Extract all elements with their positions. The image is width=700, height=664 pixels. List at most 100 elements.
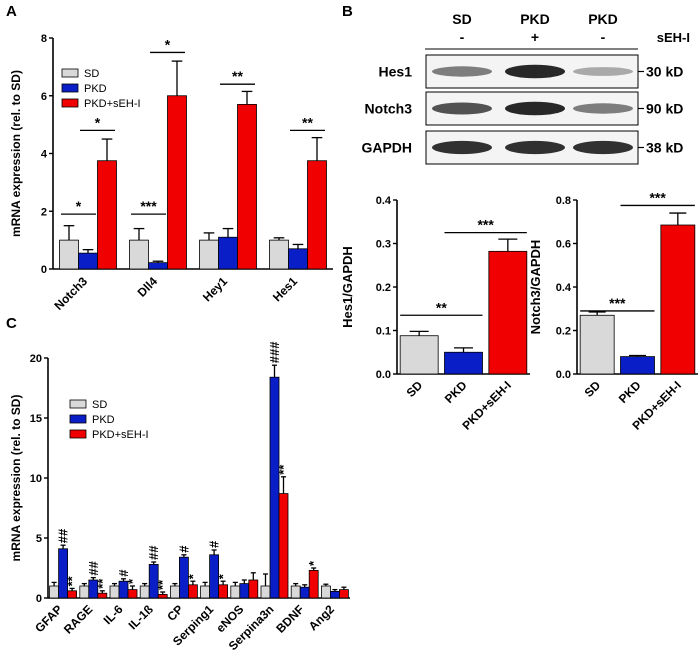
panel-b-notch3-y-tick-label: 0.8 [556, 195, 571, 207]
panel-a-bar-hey1-pkd-seh-i [237, 104, 257, 270]
panel-b-notch3-y-axis-title: Notch3/GAPDH [528, 240, 543, 335]
panel-c-legend-swatch-pkd-seh-i [69, 429, 87, 439]
panel-a-bar-hey1-sd [199, 239, 219, 270]
panel-b-notch3-significance-label: *** [649, 189, 666, 205]
blot-band-notch3-lane3 [573, 103, 633, 114]
panel-b-notch3-x-tick-label-pkd: PKD [616, 378, 644, 406]
panel-c-y-tick-label: 20 [30, 353, 42, 365]
blot-treatment-label: sEH-I [657, 30, 690, 45]
panel-b-hes1-x-tick-label-pkd: PKD [442, 378, 470, 406]
blot-treatment-sign-2: - [601, 29, 606, 45]
panel-c-annotation-rage-pkd-seh-i: ** [95, 578, 110, 589]
blot-group-label-pkd-1: PKD [520, 11, 550, 27]
panel-a-x-tick-label-notch3: Notch3 [51, 274, 90, 313]
panel-label-a: A [6, 3, 17, 20]
panel-c-annotation-serping1-pkd-seh-i: * [216, 573, 231, 579]
panel-b-notch3-y-tick-label: 0.6 [556, 239, 571, 251]
panel-a-bar-notch3-pkd [78, 252, 98, 270]
panel-c-bar-ang2-pkd-seh-i [338, 589, 349, 599]
panel-a-x-tick-label-hes1: Hes1 [270, 274, 300, 304]
panel-a-bar-hes1-sd [269, 239, 289, 270]
panel-c-annotation-serping1-pkd: # [207, 540, 222, 548]
blot-size-label-gapdh: 38 kD [646, 140, 683, 156]
panel-c-bar-cp-sd [169, 585, 180, 599]
panel-c-y-axis-title: mRNA expression (rel. to SD) [9, 395, 23, 562]
blot-band-hes1-lane2 [505, 64, 565, 79]
panel-a-legend-swatch-sd [61, 68, 79, 78]
panel-c-legend-label-pkd: PKD [92, 414, 115, 426]
panel-a-bar-notch3-pkd-seh-i [97, 160, 117, 270]
panel-b-hes1-y-axis-title: Hes1/GAPDH [340, 246, 355, 328]
panel-a-legend-label-pkd: PKD [84, 83, 107, 95]
panel-a-x-tick-label-hey1: Hey1 [200, 274, 230, 304]
panel-c-bar-enos-pkd-seh-i [248, 579, 259, 599]
panel-b-hes1-y-tick-label: 0.1 [376, 326, 391, 338]
panel-b-hes1-significance-label: ** [436, 299, 447, 315]
panel-c-bar-rage-pkd-seh-i [97, 592, 108, 599]
panel-c-bar-il-6-sd [109, 585, 120, 599]
panel-c-bar-gfap-pkd-seh-i [67, 590, 77, 599]
panel-a-significance-label: * [95, 114, 101, 130]
panel-label-b: B [342, 3, 353, 20]
panel-c-legend-swatch-pkd [69, 414, 87, 424]
panel-b-hes1-y-tick-label: 0.2 [376, 282, 391, 294]
panel-c-annotation-il-6-pkd-seh-i: * [125, 578, 140, 584]
panel-a-y-tick-label: 2 [41, 206, 47, 218]
panel-c-bar-rage-sd [79, 585, 90, 599]
panel-a-significance-label: ** [302, 114, 313, 130]
blot-protein-label-hes1: Hes1 [379, 64, 413, 80]
panel-b-hes1-significance-label: *** [477, 217, 494, 233]
panel-c-bar-bdnf-sd [290, 585, 301, 599]
panel-a-bar-dll4-pkd [148, 262, 168, 270]
panel-label-c: C [6, 315, 17, 332]
blot-size-label-notch3: 90 kD [646, 101, 683, 117]
panel-a-bar-notch3-sd [59, 239, 79, 270]
panel-b-notch3-y-tick-label: 0.0 [556, 369, 571, 381]
panel-c-bar-serpina3n-pkd [269, 376, 280, 599]
panel-a-y-tick-label: 6 [41, 91, 47, 103]
panel-b-hes1-bar-pkd [444, 351, 483, 375]
panel-a-x-tick-label-dll4: Dll4 [135, 274, 161, 300]
panel-a-legend-swatch-pkd [61, 83, 79, 93]
panel-c-annotation-il-1-pkd: ## [146, 545, 161, 560]
blot-band-gapdh-lane1 [432, 140, 492, 155]
panel-a-chart: 0 2 4 6 8 mRNA expression (rel. to SD) Notch3 D… [9, 33, 333, 313]
panel-c-annotation-serpina3n-pkd-seh-i: ** [276, 464, 291, 475]
blot-treatment-sign-1: + [531, 29, 539, 45]
blot-band-hes1-lane3 [573, 67, 633, 76]
panel-a-bar-hey1-pkd [218, 236, 238, 270]
panel-b-notch3-y-tick-label: 0.4 [556, 282, 572, 294]
panel-c-x-tick-label-cp: CP [164, 602, 186, 624]
panel-b-notch3-bar-sd [579, 314, 615, 375]
panel-a-y-tick-label: 8 [41, 33, 47, 45]
blot-band-gapdh-lane3 [573, 140, 633, 155]
panel-b-hes1-x-tick-label-sd: SD [404, 378, 426, 400]
blot-band-notch3-lane1 [432, 102, 492, 115]
panel-c-annotation-rage-pkd: ## [86, 560, 101, 575]
panel-c-y-tick-label: 15 [30, 413, 42, 425]
panel-b-hes1-bar-pkd-seh-i [488, 250, 528, 375]
panel-a-legend-label-pkd-seh-i: PKD+sEH-I [84, 98, 141, 110]
blot-band-notch3-lane2 [505, 101, 565, 116]
panel-c-legend-label-pkd-seh-i: PKD+sEH-I [92, 429, 149, 441]
panel-c-annotation-gfap-pkd-seh-i: ** [65, 575, 80, 586]
panel-c-annotation-il-1-pkd-seh-i: ** [155, 579, 170, 590]
panel-c-x-tick-label-il-6: IL-6 [101, 602, 126, 627]
panel-c-y-tick-label: 10 [30, 473, 42, 485]
panel-c-bar-enos-sd [230, 585, 241, 599]
panel-a-significance-label: * [76, 198, 82, 214]
panel-c-chart: 0 5 10 15 20 mRNA expression (rel. to SD) GFAP… [9, 341, 350, 653]
panel-c-bar-enos-pkd [239, 583, 250, 599]
panel-c-annotation-serpina3n-pkd: ### [267, 341, 282, 363]
panel-c-bar-gfap-sd [49, 585, 59, 599]
panel-b-hes1-y-tick-label: 0.4 [376, 195, 392, 207]
panel-c-annotation-cp-pkd: # [176, 545, 191, 553]
panel-b-notch3-bar-pkd [620, 356, 655, 375]
panel-c-legend-swatch-sd [69, 399, 87, 409]
panel-a-significance-label: * [165, 36, 171, 52]
panel-c-bar-serpina3n-pkd-seh-i [278, 493, 289, 599]
panel-a-legend-swatch-pkd-seh-i [61, 98, 79, 108]
panel-c-annotation-cp-pkd-seh-i: * [185, 573, 200, 579]
panel-c-bar-serpina3n-sd [260, 585, 271, 599]
